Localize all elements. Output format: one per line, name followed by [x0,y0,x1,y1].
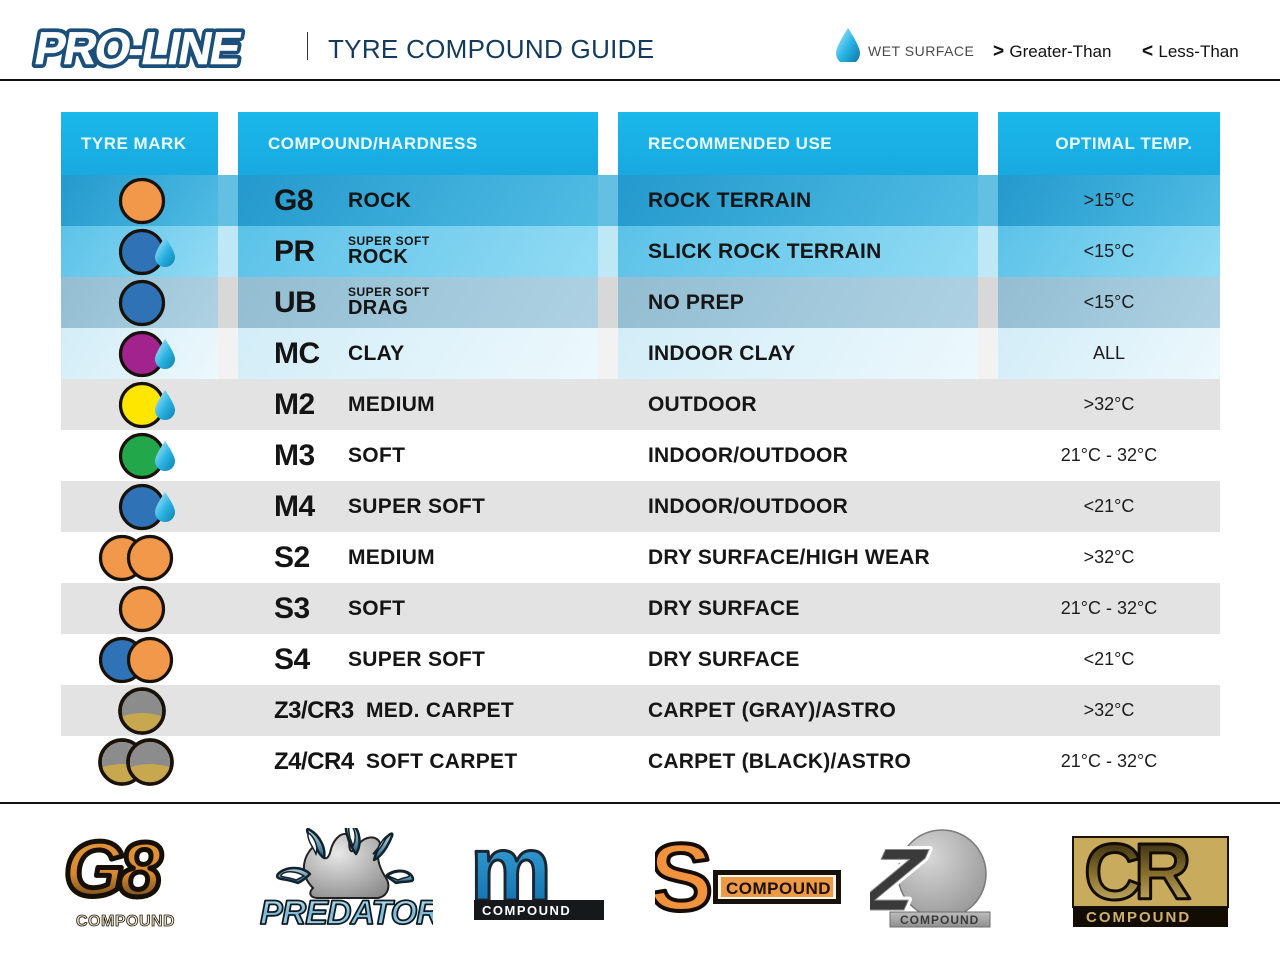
svg-text:PREDATOR: PREDATOR [260,894,433,932]
svg-text:COMPOUND: COMPOUND [1086,909,1191,926]
svg-text:COMPOUND: COMPOUND [76,913,175,930]
svg-text:COMPOUND: COMPOUND [482,903,571,918]
svg-text:CR: CR [1084,836,1191,916]
svg-text:PRO-LINE: PRO-LINE [31,22,245,74]
svg-text:COMPOUND: COMPOUND [900,913,979,927]
svg-text:G8: G8 [64,828,163,913]
svg-text:S: S [655,838,713,928]
svg-text:COMPOUND: COMPOUND [726,879,831,898]
